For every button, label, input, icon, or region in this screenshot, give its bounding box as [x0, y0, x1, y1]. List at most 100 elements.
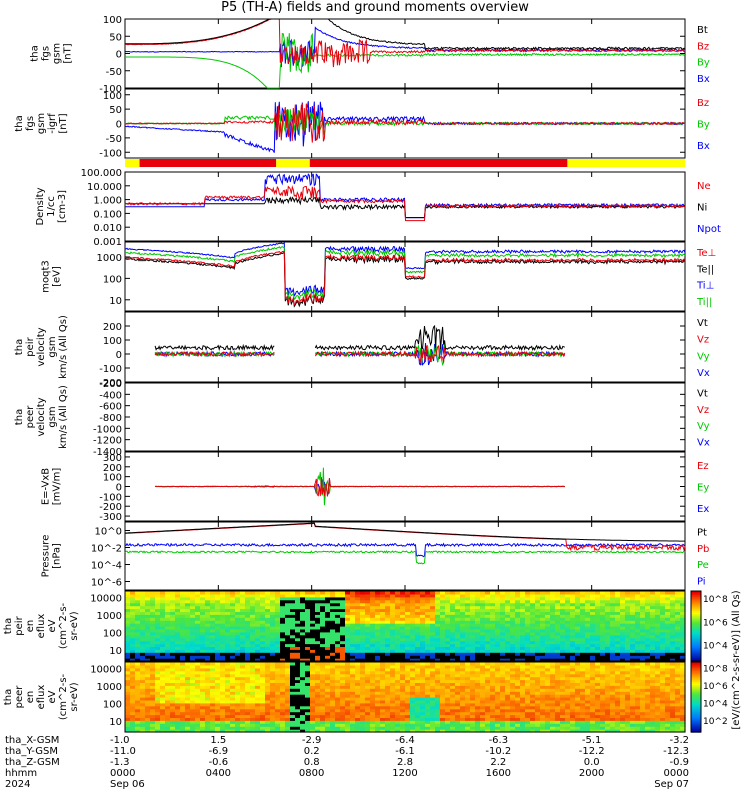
- peer-eflux-cell: [335, 664, 341, 669]
- peer-eflux-cell: [140, 697, 146, 701]
- peer-eflux-cell: [395, 720, 401, 724]
- peer-eflux-cell: [285, 694, 291, 698]
- peir-eflux-cell: [290, 593, 296, 598]
- peer-eflux-cell: [325, 726, 331, 730]
- peir-eflux-cell: [185, 646, 191, 650]
- peir-eflux-cell: [665, 643, 671, 647]
- peir-eflux-cell: [400, 608, 406, 612]
- peer-eflux-cell: [180, 688, 186, 692]
- peer-eflux-cell: [235, 662, 241, 666]
- peir-eflux-cell: [345, 608, 351, 612]
- peir-eflux-cell: [355, 640, 361, 645]
- peir-eflux-cell: [660, 608, 666, 612]
- peir-eflux-cell: [350, 649, 356, 653]
- peir-eflux-cell: [615, 626, 621, 630]
- peer-eflux-cell: [125, 726, 131, 730]
- peer-eflux-cell: [415, 702, 421, 707]
- peir-eflux-cell: [555, 643, 561, 647]
- peer-eflux-cell: [290, 699, 296, 704]
- peir-eflux-cell: [515, 623, 521, 627]
- peir-eflux-cell: [200, 646, 206, 650]
- peir-eflux-cell: [565, 611, 571, 615]
- peir-eflux-cell: [675, 640, 681, 645]
- peer-eflux-cell: [270, 676, 276, 681]
- peer-eflux-cell: [190, 691, 196, 695]
- peer-eflux-cell: [150, 720, 156, 724]
- peir-eflux-cell: [560, 643, 566, 647]
- peir-eflux-cell: [140, 617, 146, 621]
- peer-eflux-cell: [195, 667, 201, 672]
- peir-eflux-cell: [595, 591, 601, 595]
- peir-eflux-cell: [265, 643, 271, 647]
- peir-eflux-cell: [595, 649, 601, 653]
- peir-eflux-cell: [255, 602, 261, 607]
- peer-eflux-cell: [340, 662, 346, 666]
- peer-eflux-cell: [170, 717, 176, 721]
- peer-eflux-cell: [355, 699, 361, 704]
- peer-eflux-cell: [430, 664, 436, 669]
- peer-eflux-cell: [495, 708, 501, 713]
- y-tick-label: 0: [116, 50, 122, 61]
- peir-eflux-cell: [315, 593, 321, 598]
- peir-eflux-cell: [680, 658, 686, 662]
- peir-eflux-cell: [170, 599, 176, 604]
- peir-eflux-cell: [355, 611, 361, 615]
- peer-eflux-cell: [215, 726, 221, 730]
- peer-eflux-cell: [480, 711, 486, 716]
- peer-eflux-cell: [260, 667, 266, 672]
- peir-eflux-cell: [545, 658, 551, 662]
- peir-eflux-cell: [475, 599, 481, 604]
- peir-eflux-cell: [245, 602, 251, 607]
- peer-eflux-cell: [370, 714, 376, 718]
- peer-eflux-cell: [180, 720, 186, 724]
- peer-eflux-cell: [130, 708, 136, 713]
- peir-eflux-cell: [325, 631, 331, 636]
- peer-eflux-cell: [385, 699, 391, 704]
- peer-eflux-cell: [445, 691, 451, 695]
- peir-eflux-cell: [620, 655, 626, 659]
- peir-eflux-cell: [340, 620, 346, 624]
- peir-eflux-cell: [145, 634, 151, 639]
- peer-eflux-cell: [385, 688, 391, 692]
- peer-eflux-cell: [195, 685, 201, 689]
- peir-eflux-cell: [510, 628, 516, 633]
- peir-eflux-cell: [545, 614, 551, 618]
- peer-eflux-cell: [500, 697, 506, 701]
- peer-eflux-cell: [355, 694, 361, 698]
- peer-eflux-cell: [470, 688, 476, 692]
- peer-eflux-cell: [360, 723, 366, 727]
- peir-eflux-cell: [505, 617, 511, 621]
- peir-eflux-cell: [565, 599, 571, 604]
- peir-eflux-cell: [450, 602, 456, 607]
- peir-eflux-cell: [175, 649, 181, 653]
- peer-eflux-cell: [170, 682, 176, 686]
- peir-eflux-cell: [640, 620, 646, 624]
- peir-eflux-cell: [590, 617, 596, 621]
- peer-eflux-cell: [315, 688, 321, 692]
- peir-eflux-cell: [425, 614, 431, 618]
- peer-eflux-cell: [435, 676, 441, 681]
- peir-eflux-cell: [365, 631, 371, 636]
- axis-label-line: -igrf: [47, 113, 58, 134]
- peir-eflux-cell: [460, 623, 466, 627]
- peer-eflux-cell: [250, 685, 256, 689]
- peer-eflux-cell: [390, 694, 396, 698]
- peir-eflux-cell: [140, 593, 146, 598]
- peer-eflux-cell: [190, 697, 196, 701]
- peer-eflux-cell: [375, 662, 381, 666]
- peer-eflux-cell: [245, 664, 251, 669]
- peer-eflux-cell: [470, 723, 476, 727]
- peir-eflux-cell: [550, 591, 556, 595]
- peir-eflux-cell: [490, 655, 496, 659]
- peir-eflux-cell: [385, 634, 391, 639]
- peer-eflux-cell: [370, 685, 376, 689]
- peir-eflux-cell: [645, 658, 651, 662]
- peer-eflux-cell: [320, 691, 326, 695]
- peer-eflux-cell: [130, 697, 136, 701]
- peer-eflux-cell: [485, 691, 491, 695]
- peer-eflux-cell: [300, 694, 306, 698]
- peir-eflux-cell: [225, 623, 231, 627]
- peir-eflux-cell: [180, 652, 186, 656]
- peer-eflux-cell: [340, 723, 346, 727]
- peir-eflux-cell: [250, 617, 256, 621]
